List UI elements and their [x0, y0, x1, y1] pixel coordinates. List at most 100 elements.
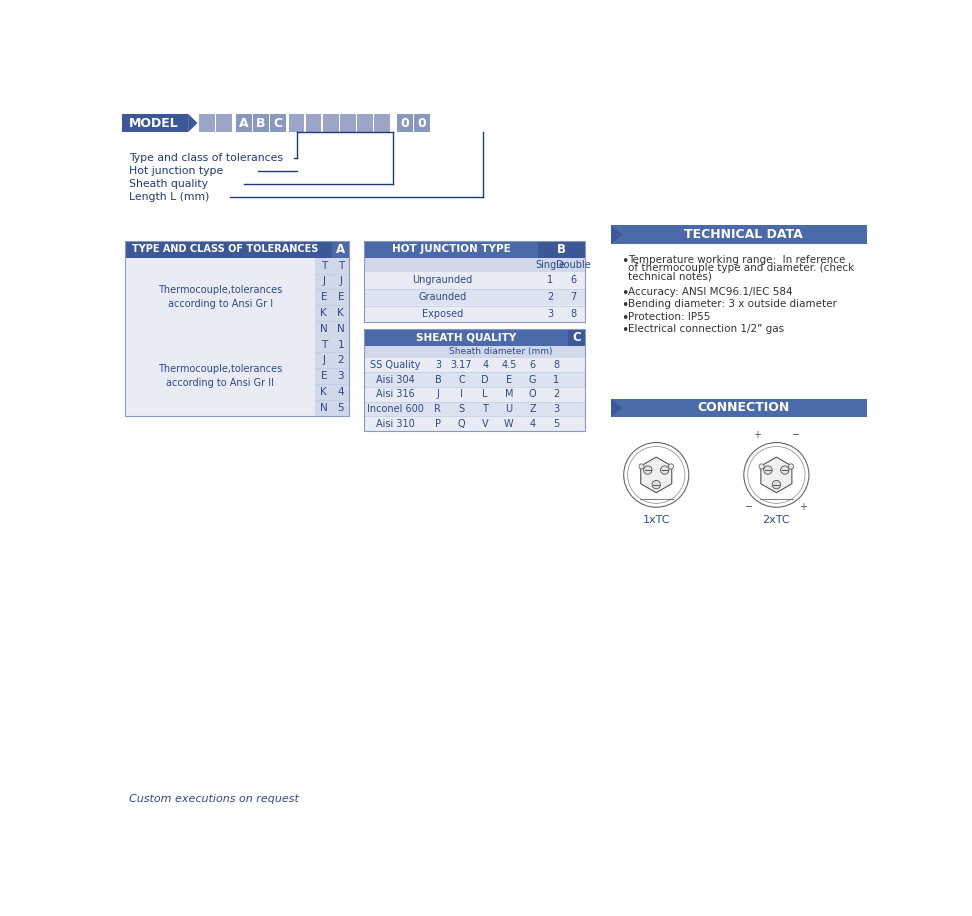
Text: U: U — [505, 404, 512, 414]
Text: Graunded: Graunded — [418, 292, 467, 302]
Circle shape — [661, 466, 669, 474]
Text: T: T — [321, 340, 327, 350]
Text: K: K — [321, 387, 328, 397]
Text: Accuracy: ANSI MC96.1/IEC 584: Accuracy: ANSI MC96.1/IEC 584 — [628, 287, 793, 297]
Bar — [270, 114, 286, 132]
Bar — [568, 329, 585, 345]
Text: T: T — [482, 404, 488, 414]
Bar — [125, 241, 349, 416]
Text: N: N — [320, 323, 328, 333]
Bar — [538, 241, 585, 257]
Text: 2: 2 — [547, 292, 553, 302]
Text: technical notes): technical notes) — [628, 272, 712, 281]
Polygon shape — [761, 457, 792, 493]
Text: M: M — [504, 389, 513, 399]
Bar — [364, 329, 585, 431]
Bar — [199, 114, 215, 132]
Text: −: − — [791, 430, 800, 440]
Bar — [323, 114, 338, 132]
Circle shape — [781, 466, 789, 474]
Text: J: J — [436, 389, 439, 399]
Text: C: C — [573, 331, 581, 344]
Text: 3: 3 — [553, 404, 559, 414]
Circle shape — [759, 463, 764, 469]
Text: W: W — [504, 419, 513, 429]
Text: Z: Z — [529, 404, 536, 414]
Bar — [364, 257, 585, 272]
Circle shape — [764, 466, 772, 474]
Text: P: P — [434, 419, 441, 429]
Circle shape — [652, 480, 661, 489]
Text: C: C — [273, 116, 283, 129]
Circle shape — [788, 463, 794, 469]
Text: J: J — [339, 277, 342, 287]
Bar — [236, 114, 252, 132]
Text: Thermocouple,tolerances
according to Ansi Gr II: Thermocouple,tolerances according to Ans… — [158, 365, 283, 388]
Text: +: + — [800, 502, 808, 512]
Text: Length L (mm): Length L (mm) — [129, 192, 210, 202]
Text: J: J — [323, 355, 326, 365]
Text: 2xTC: 2xTC — [763, 515, 790, 525]
Bar — [364, 402, 585, 417]
Text: 4: 4 — [337, 387, 344, 397]
Bar — [364, 241, 585, 322]
Text: 1xTC: 1xTC — [642, 515, 670, 525]
Bar — [364, 329, 568, 345]
Text: CONNECTION: CONNECTION — [697, 401, 789, 414]
Bar — [254, 114, 268, 132]
Polygon shape — [611, 225, 622, 244]
Text: 8: 8 — [553, 360, 559, 370]
Text: 1: 1 — [547, 275, 553, 285]
Text: +: + — [753, 430, 761, 440]
Text: A: A — [239, 116, 249, 129]
Text: Exposed: Exposed — [422, 309, 464, 319]
Text: Thermocouple,tolerances
according to Ansi Gr I: Thermocouple,tolerances according to Ans… — [158, 285, 283, 310]
Text: 3: 3 — [434, 360, 441, 370]
Text: Aisi 316: Aisi 316 — [376, 389, 414, 399]
Text: Aisi 304: Aisi 304 — [376, 375, 414, 385]
Text: L: L — [482, 389, 488, 399]
Text: 3.17: 3.17 — [451, 360, 472, 370]
Circle shape — [639, 463, 644, 469]
Text: HOT JUNCTION TYPE: HOT JUNCTION TYPE — [392, 245, 510, 255]
Text: Inconel 600: Inconel 600 — [366, 404, 424, 414]
Polygon shape — [611, 398, 622, 417]
Text: Aisi 310: Aisi 310 — [376, 419, 414, 429]
Text: 3: 3 — [337, 371, 344, 381]
Text: MODEL: MODEL — [129, 116, 179, 129]
Polygon shape — [189, 114, 197, 132]
Text: •: • — [621, 287, 629, 300]
Text: N: N — [320, 403, 328, 413]
Bar — [122, 114, 189, 132]
Text: K: K — [337, 308, 344, 318]
Text: 5: 5 — [553, 419, 559, 429]
Text: Sheath quality: Sheath quality — [129, 179, 208, 189]
Bar — [340, 114, 356, 132]
Text: D: D — [481, 375, 489, 385]
Text: Temperature working range:  In reference: Temperature working range: In reference — [628, 255, 846, 265]
Text: 0: 0 — [418, 116, 427, 129]
Text: V: V — [482, 419, 489, 429]
Text: S: S — [459, 404, 465, 414]
Bar — [611, 225, 867, 244]
Text: Single: Single — [535, 260, 565, 269]
Bar — [125, 257, 349, 416]
Bar — [364, 345, 585, 431]
Text: 0: 0 — [400, 116, 409, 129]
Bar — [364, 289, 585, 306]
Text: B: B — [557, 243, 567, 256]
Bar — [364, 241, 538, 257]
Text: TECHNICAL DATA: TECHNICAL DATA — [683, 228, 803, 241]
Text: SS Quality: SS Quality — [370, 360, 420, 370]
Polygon shape — [641, 457, 672, 493]
Text: 1: 1 — [553, 375, 559, 385]
Text: •: • — [621, 300, 629, 312]
Text: Double: Double — [556, 260, 591, 269]
Text: 4: 4 — [530, 419, 536, 429]
Text: R: R — [434, 404, 441, 414]
Circle shape — [669, 463, 674, 469]
Text: 3: 3 — [547, 309, 553, 319]
Bar — [364, 257, 585, 322]
Text: O: O — [529, 389, 537, 399]
Text: Type and class of tolerances: Type and class of tolerances — [129, 153, 283, 163]
